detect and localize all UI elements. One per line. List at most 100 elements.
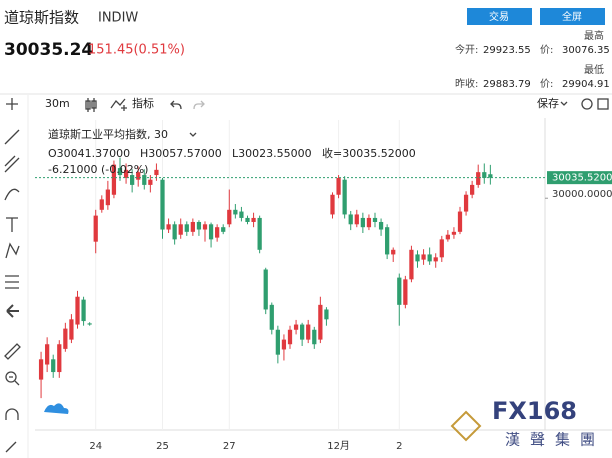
price: 30035.24 [4, 40, 93, 60]
redo-icon[interactable] [193, 100, 205, 110]
low-value: 29904.91 [562, 79, 610, 90]
candle-body [166, 224, 171, 230]
y-tick-label: 30000.00000 [552, 189, 612, 200]
candle-body [184, 224, 189, 232]
settings-icon[interactable] [581, 98, 593, 110]
series-title: 道琼斯工业平均指数, 30 [48, 127, 168, 141]
index-code: INDIW [98, 11, 138, 26]
change: 151.45(0.51%) [88, 43, 185, 58]
candle-body [190, 221, 195, 232]
save-menu[interactable] [560, 101, 568, 106]
candle-body [160, 179, 165, 230]
candle-body [269, 304, 274, 330]
candle-body [397, 277, 402, 305]
candle-body [178, 224, 183, 235]
logo-cloud [44, 403, 69, 414]
candle-body [342, 179, 347, 215]
watermark-brand: FX168 [492, 397, 577, 425]
legend-change: -6.21000 (-0.02%) [48, 163, 148, 176]
candle-body [93, 215, 98, 242]
candle-body [482, 172, 487, 178]
candle-body [111, 164, 117, 195]
plot: 24 25 27 12月 2 [35, 120, 545, 452]
candle-body [251, 217, 256, 222]
candle-body [312, 329, 317, 345]
candle-body [470, 184, 475, 195]
chart-type-icon[interactable] [85, 98, 97, 112]
candle-body [202, 224, 208, 230]
candle-body [300, 324, 305, 340]
x-tick-label: 25 [156, 441, 169, 452]
candle-body [306, 324, 311, 340]
candle-body [148, 179, 153, 185]
index-name: 道琼斯指数 [4, 9, 79, 27]
candle-body [385, 227, 390, 255]
legend-close: 收=30035.52000 [322, 146, 416, 160]
high-value: 30076.35 [562, 45, 610, 56]
prev-close-label: 昨收: [455, 77, 478, 90]
candle-body [287, 329, 293, 345]
candle-body [391, 249, 396, 255]
trade-button-label[interactable]: 交易 [489, 10, 509, 23]
x-tick-label: 24 [89, 441, 102, 452]
y-tick-label: 30035.52000 [552, 173, 612, 184]
candle-body [433, 257, 438, 262]
legend-open: O30041.37000 [48, 147, 130, 160]
candle-body [81, 299, 86, 322]
candle-body [257, 217, 262, 250]
candle-body [421, 254, 426, 260]
save[interactable]: 保存 [537, 96, 559, 110]
candle-body [330, 194, 335, 215]
candle-body [409, 249, 414, 280]
candle-body [403, 279, 408, 305]
candle-body [336, 177, 341, 195]
candle-body [51, 359, 56, 373]
legend-low: L30023.55000 [232, 147, 312, 160]
open-label: 今开: [455, 43, 478, 56]
trade-button[interactable] [467, 8, 532, 25]
candle-body [463, 194, 469, 212]
interval[interactable]: 30m [45, 97, 70, 110]
candle-body [245, 217, 250, 222]
candle-body [87, 323, 92, 325]
fullscreen-button-label[interactable]: 全屏 [562, 10, 582, 23]
undo-icon[interactable] [170, 100, 182, 110]
candle-body [99, 199, 104, 210]
candle-body [142, 175, 147, 185]
drawing-toolbar[interactable] [4, 98, 21, 453]
prev-close-value: 29883.79 [483, 79, 531, 90]
candle-body [366, 217, 372, 228]
fullscreen-button[interactable] [540, 8, 605, 25]
camera-icon[interactable] [597, 98, 609, 110]
candle-body [348, 214, 353, 225]
candle-body [263, 269, 268, 310]
series-menu[interactable] [189, 132, 197, 137]
candle-body [354, 214, 359, 225]
candle-body [488, 174, 493, 178]
indicators[interactable]: 指标 [132, 96, 154, 110]
candle-body [318, 304, 323, 340]
candle-body [239, 211, 244, 218]
candle-body [63, 328, 68, 349]
candle-body [196, 221, 202, 230]
candle-body [123, 169, 129, 178]
last-price-box [547, 171, 612, 185]
candle-body [439, 239, 444, 258]
candle-body [45, 344, 50, 365]
indicator-icon[interactable] [110, 98, 127, 111]
candle-body [281, 339, 287, 350]
candle-body [215, 227, 220, 238]
open-value: 29923.55 [483, 45, 531, 56]
x-tick-label: 12月 [327, 440, 350, 452]
candle-body [227, 209, 232, 225]
high-label: 最高 [584, 29, 604, 42]
legend-high: H30057.57000 [140, 147, 222, 160]
candle-body [324, 309, 329, 320]
candle-body [451, 231, 457, 235]
candle-body [105, 189, 110, 206]
candle-body [75, 296, 80, 325]
candle-body [221, 227, 226, 232]
candle-body [445, 234, 450, 240]
low-label: 最低 [584, 63, 604, 76]
